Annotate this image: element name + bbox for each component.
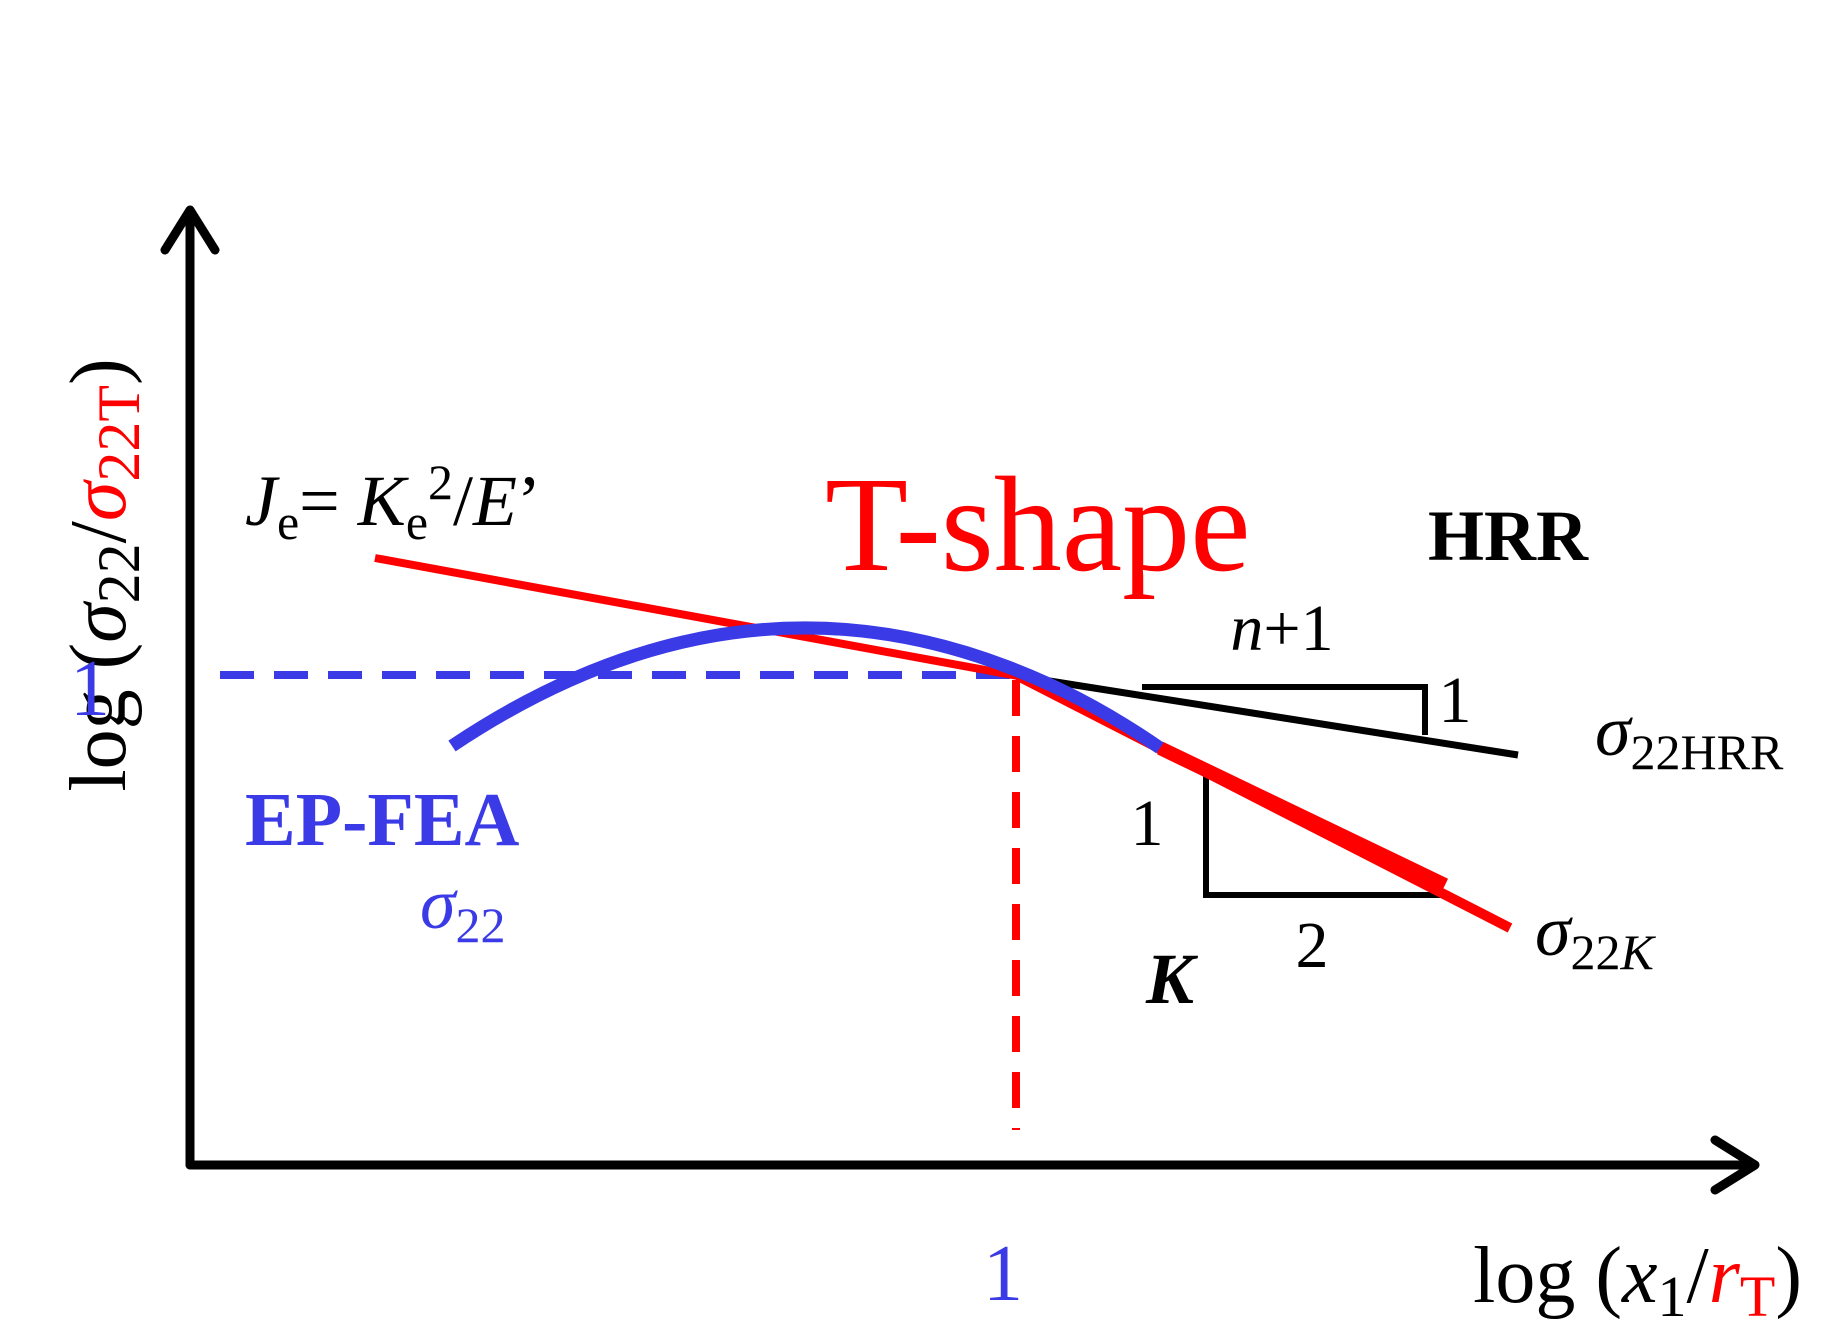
x-axis-label-r-sub: T: [1740, 1264, 1775, 1327]
k-slope-triangle: [1203, 773, 1448, 898]
je-label-prime: ’: [517, 461, 541, 541]
x-axis-label-x-sub: 1: [1658, 1264, 1687, 1327]
ep-fea-sigma-symbol: σ: [420, 864, 458, 944]
ep-fea-curve: [448, 621, 1164, 754]
y-axis-label-suffix: ): [55, 358, 143, 385]
je-label: Je= Ke2/E’: [245, 454, 541, 550]
sigma-hrr-label: σ22HRR: [1595, 691, 1784, 780]
k-triangle-side-label: 1: [1131, 787, 1164, 860]
x-axis-label-slash: /: [1687, 1232, 1710, 1320]
y-axis-label-prefix: log (: [55, 643, 143, 792]
t-shape-label: T-shape: [825, 450, 1251, 600]
y-axis-label-sub: 22: [86, 543, 152, 603]
je-label-slash: /: [453, 461, 473, 541]
hrr-triangle-side-label: 1: [1439, 664, 1472, 737]
y-axis-label-sigma: σ: [55, 601, 143, 643]
sigma-hrr-symbol: σ: [1595, 691, 1633, 771]
y-axis-label: log (σ22/σ22T): [55, 358, 152, 791]
y-axis-label-sigma-t: σ: [55, 479, 143, 521]
y-axis-label-sub-t: 22T: [86, 385, 152, 482]
x-tick-one: 1: [983, 1230, 1023, 1318]
sigma-k-symbol: σ: [1535, 891, 1573, 971]
ep-fea-sigma-sub: 22: [456, 897, 506, 953]
je-label-j: J: [245, 461, 280, 541]
je-label-e: E: [472, 461, 517, 541]
je-label-k: K: [357, 461, 410, 541]
y-tick-one: 1: [70, 645, 110, 733]
sigma-k-red-line-thick: [1156, 741, 1449, 892]
je-label-sup: 2: [428, 454, 453, 510]
sigma-k-sub-k: K: [1620, 924, 1657, 980]
hrr-label: HRR: [1428, 496, 1589, 576]
x-axis-label-suffix: ): [1775, 1232, 1802, 1320]
je-label-eq: =: [299, 461, 358, 541]
y-axis-label-slash: /: [55, 520, 143, 543]
x-axis-arrowhead: [1710, 1135, 1760, 1195]
sigma-hrr-line: [1017, 672, 1519, 759]
x-axis-label: log (x1/rT): [1473, 1232, 1802, 1327]
k-label: K: [1145, 939, 1199, 1019]
sigma-hrr-sub: 22HRR: [1631, 724, 1784, 780]
y-axis-arrowhead: [160, 205, 220, 255]
je-label-e2: e: [406, 494, 428, 550]
hrr-slope-triangle: [1142, 684, 1428, 735]
sigma-k-label: σ22K: [1535, 891, 1657, 980]
x-axis-label-r: r: [1709, 1232, 1741, 1320]
je-red-line: [374, 554, 1019, 680]
hrr-triangle-top-label: n+1: [1230, 592, 1333, 665]
x-axis-label-x: x: [1621, 1232, 1658, 1320]
hrr-triangle-top-rest: +1: [1263, 592, 1333, 665]
k-triangle-bottom-label: 2: [1296, 909, 1329, 982]
sigma-k-sub: 22: [1571, 924, 1621, 980]
ep-fea-sigma-label: σ22: [420, 864, 506, 953]
x-axis-label-prefix: log (: [1473, 1232, 1622, 1320]
je-label-e1: e: [277, 494, 299, 550]
ep-fea-label: EP-FEA: [245, 778, 520, 862]
hrr-triangle-n: n: [1230, 592, 1263, 665]
